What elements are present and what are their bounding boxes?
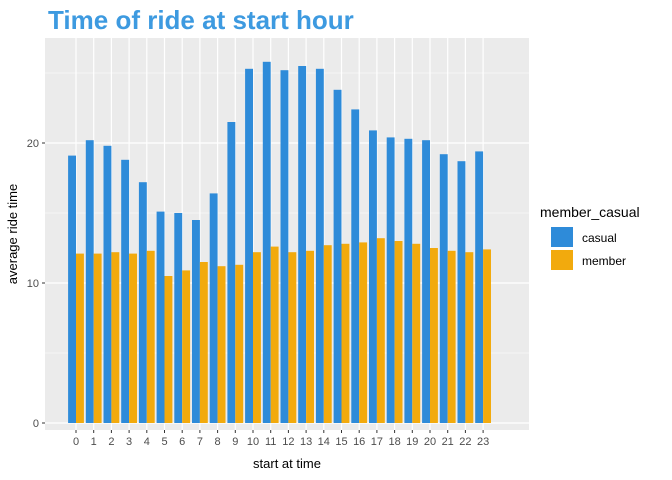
bar-casual-19 [404,138,413,424]
x-tick-label: 3 [126,436,132,448]
x-tick-label: 15 [335,436,347,448]
bar-member-5 [164,276,173,423]
x-tick-label: 1 [91,436,97,448]
legend-title: member_casual [540,204,640,220]
x-tick-label: 14 [318,436,330,448]
bar-member-15 [341,243,350,423]
bar-member-23 [483,249,491,423]
x-tick-label: 12 [282,436,294,448]
bar-casual-8 [209,193,218,423]
bar-casual-9 [227,122,236,423]
x-tick-label: 21 [442,436,454,448]
bar-member-2 [111,252,120,423]
y-tick-label: 10 [27,278,39,290]
bar-casual-7 [192,220,200,423]
x-tick-label: 7 [197,436,203,448]
x-tick-label: 6 [179,436,185,448]
y-axis-title: average ride time [5,184,20,284]
bars [68,61,491,424]
x-tick-label: 17 [371,436,383,448]
x-tick-label: 16 [353,436,365,448]
bar-casual-14 [315,68,324,424]
bar-member-18 [394,241,403,423]
x-tick-label: 11 [265,436,276,448]
bar-casual-1 [85,140,94,423]
y-tick-label: 0 [33,418,39,430]
bar-casual-21 [439,154,448,423]
bar-member-1 [93,253,102,423]
bar-member-3 [129,253,137,423]
bar-casual-23 [475,151,484,423]
legend-label-casual: casual [582,231,617,245]
x-tick-label: 4 [144,436,150,448]
x-tick-label: 9 [232,436,238,448]
legend-label-member: member [582,254,626,268]
bar-casual-22 [457,161,466,423]
bar-casual-2 [103,145,112,424]
x-tick-label: 22 [459,436,471,448]
bar-casual-3 [121,159,130,424]
bar-casual-16 [351,109,360,424]
y-tick-label: 20 [27,138,39,150]
x-tick-label: 8 [215,436,221,448]
bar-member-20 [430,248,438,423]
x-tick-label: 0 [73,436,79,448]
x-axis-ticks: 0 1 2 3 4 5 6 7 8 9 10 11 12 13 14 15 16 17 18 19 20 21 22 23 [73,430,489,448]
bar-member-8 [217,266,226,423]
bar-member-9 [235,264,244,423]
bar-member-4 [146,250,155,423]
bar-member-14 [323,245,332,423]
bar-member-11 [270,246,279,423]
x-tick-label: 19 [406,436,418,448]
bar-member-16 [359,242,368,423]
x-tick-label: 2 [108,436,114,448]
bar-casual-12 [280,70,289,423]
bar-casual-4 [138,182,147,423]
bar-casual-20 [422,140,430,423]
bar-casual-13 [298,66,307,423]
y-axis-ticks: 0 10 20 [27,138,45,430]
bar-casual-5 [156,211,165,423]
bar-member-6 [182,270,191,423]
bar-member-13 [306,250,314,423]
x-tick-label: 10 [247,436,259,448]
x-tick-label: 5 [161,436,167,448]
x-tick-label: 23 [477,436,489,448]
bar-member-7 [199,262,208,423]
bar-casual-15 [333,89,342,424]
bar-member-22 [465,252,474,423]
legend-key-member [551,250,573,270]
bar-casual-10 [245,68,253,424]
bar-casual-11 [262,61,271,424]
x-axis-title: start at time [253,456,321,471]
bar-casual-6 [174,213,183,423]
bar-casual-17 [369,130,377,423]
legend-key-casual [551,227,573,247]
x-tick-label: 20 [424,436,436,448]
bar-member-10 [253,252,261,423]
bar-casual-18 [386,137,395,423]
bar-member-19 [412,243,421,423]
bar-member-17 [376,238,385,423]
chart-title: Time of ride at start hour [48,5,354,35]
bar-casual-0 [68,155,76,423]
bar-member-12 [288,252,297,423]
bar-member-21 [447,250,456,423]
x-tick-label: 18 [388,436,400,448]
bar-member-0 [76,253,84,423]
legend: member_casual casual member [540,204,640,270]
x-tick-label: 13 [300,436,312,448]
